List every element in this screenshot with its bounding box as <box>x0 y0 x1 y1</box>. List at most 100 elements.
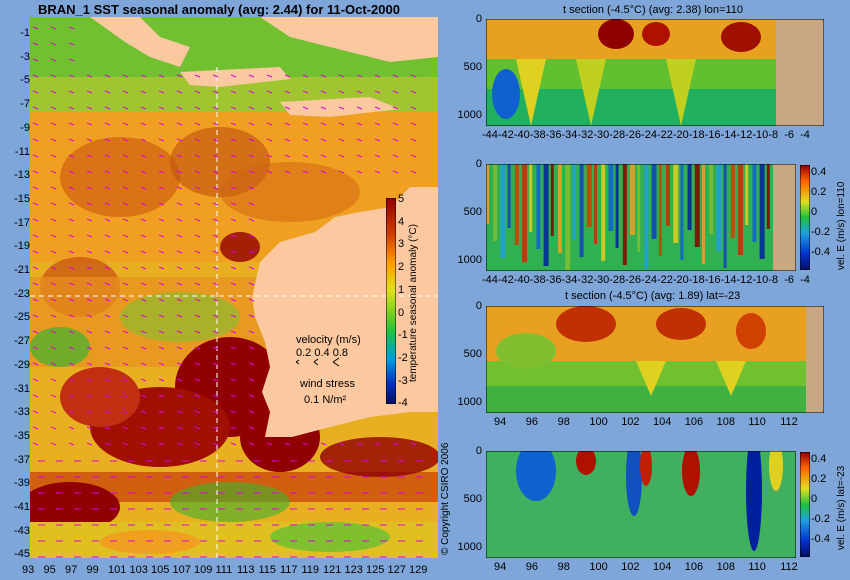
panel4-colorbar-tick: -0.2 <box>811 513 830 525</box>
wind-arrow <box>50 426 57 430</box>
wind-arrow <box>104 362 111 366</box>
wind-arrow <box>176 298 183 302</box>
wind-arrow <box>338 442 345 446</box>
wind-arrow <box>410 90 417 94</box>
wind-arrow <box>158 106 165 110</box>
wind-arrow <box>140 410 147 414</box>
wind-arrow <box>194 442 201 446</box>
sst-colorbar-tick: -3 <box>398 374 408 387</box>
wind-arrow <box>230 298 237 302</box>
panel3-x-tick: 110 <box>748 416 766 428</box>
wind-arrow <box>86 442 93 446</box>
sst-colorbar-tick: -4 <box>398 397 408 410</box>
wind-arrow <box>176 74 183 78</box>
wind-arrow <box>32 426 39 430</box>
wind-arrow <box>104 314 111 318</box>
panel2-x-tick: -6 <box>784 274 794 286</box>
panel2-colorbar-tick: -0.2 <box>811 226 830 238</box>
wind-arrow <box>104 346 111 350</box>
panel4-x-tick: 100 <box>589 561 608 573</box>
wind-arrow <box>176 426 183 430</box>
velocity-stripe <box>579 164 584 257</box>
wind-arrow <box>122 394 129 398</box>
wind-arrow <box>50 330 57 334</box>
wind-arrow <box>140 202 147 206</box>
panel1-x-tick: -28 <box>609 129 626 141</box>
wind-arrow <box>230 362 237 366</box>
velocity-stripe <box>500 164 506 258</box>
velocity-stripe <box>730 164 735 238</box>
wind-arrow <box>86 394 93 398</box>
panel3-x-tick: 100 <box>589 416 608 428</box>
panel2-x-tick: -14 <box>720 274 737 286</box>
wind-arrow <box>122 234 129 238</box>
wind-legend-label: wind stress <box>300 378 356 390</box>
wind-arrow <box>140 186 147 190</box>
velocity-stripe <box>637 164 641 252</box>
wind-arrow <box>32 58 39 62</box>
panel4-y-tick: 0 <box>475 445 482 457</box>
wind-arrow <box>68 442 75 446</box>
velocity-stripe <box>644 164 649 269</box>
wind-arrow <box>122 154 129 158</box>
wind-arrow <box>356 138 363 142</box>
velocity-stripe <box>507 164 511 228</box>
sst-colorbar-tick: 4 <box>398 215 405 228</box>
wind-arrow <box>374 74 381 78</box>
wind-arrow <box>374 90 381 94</box>
wind-arrow <box>50 106 57 110</box>
panel4-x-tick: 96 <box>525 561 539 573</box>
wind-arrow <box>392 122 399 126</box>
panel2-x-tick: -36 <box>545 274 562 286</box>
wind-arrow <box>356 154 363 158</box>
wind-arrow <box>266 90 273 94</box>
wind-arrow <box>194 218 201 222</box>
velocity-stripe <box>572 164 576 240</box>
wind-arrow <box>158 74 165 78</box>
wind-arrow <box>104 106 111 110</box>
panel2-colorbar <box>800 165 810 270</box>
wind-arrow <box>302 74 309 78</box>
wind-arrow <box>68 266 75 270</box>
wind-arrow <box>302 138 309 142</box>
wind-arrow <box>104 298 111 302</box>
wind-arrow <box>230 410 237 414</box>
panel3-x-tick: 108 <box>716 416 735 428</box>
wind-arrow <box>266 154 273 158</box>
wind-arrow <box>392 90 399 94</box>
wind-arrow <box>194 106 201 110</box>
wind-arrow <box>104 90 111 94</box>
wind-arrow <box>284 138 291 142</box>
panel4-x-tick: 102 <box>621 561 640 573</box>
wind-arrow <box>158 378 165 382</box>
panel1-x-tick: -34 <box>561 129 578 141</box>
wind-arrow <box>230 426 237 430</box>
panel2-x-tick: -44 <box>482 274 498 286</box>
lat-tick: -21 <box>14 264 30 276</box>
velocity-stripe <box>766 164 770 229</box>
wind-arrow <box>320 106 327 110</box>
wind-arrow <box>122 266 129 270</box>
wind-legend-scale: 0.1 N/m² <box>304 394 347 406</box>
wind-arrow <box>104 426 111 430</box>
lon-tick: 113 <box>237 564 255 576</box>
wind-arrow <box>392 154 399 158</box>
wind-arrow <box>86 202 93 206</box>
wind-arrow <box>158 426 165 430</box>
wind-arrow <box>320 90 327 94</box>
lon-tick: 129 <box>409 564 428 576</box>
wind-arrow <box>32 346 39 350</box>
wind-arrow <box>374 106 381 110</box>
wind-arrow <box>104 202 111 206</box>
wind-arrow <box>194 298 201 302</box>
wind-arrow <box>32 378 39 382</box>
wind-arrow <box>104 266 111 270</box>
wind-arrow <box>338 154 345 158</box>
wind-arrow <box>104 218 111 222</box>
lon-tick: 125 <box>366 564 385 576</box>
wind-arrow <box>68 362 75 366</box>
wind-arrow <box>320 138 327 142</box>
lon-tick: 117 <box>280 564 298 576</box>
velocity-stripe <box>752 164 757 242</box>
panel4-x-tick: 94 <box>494 561 507 573</box>
